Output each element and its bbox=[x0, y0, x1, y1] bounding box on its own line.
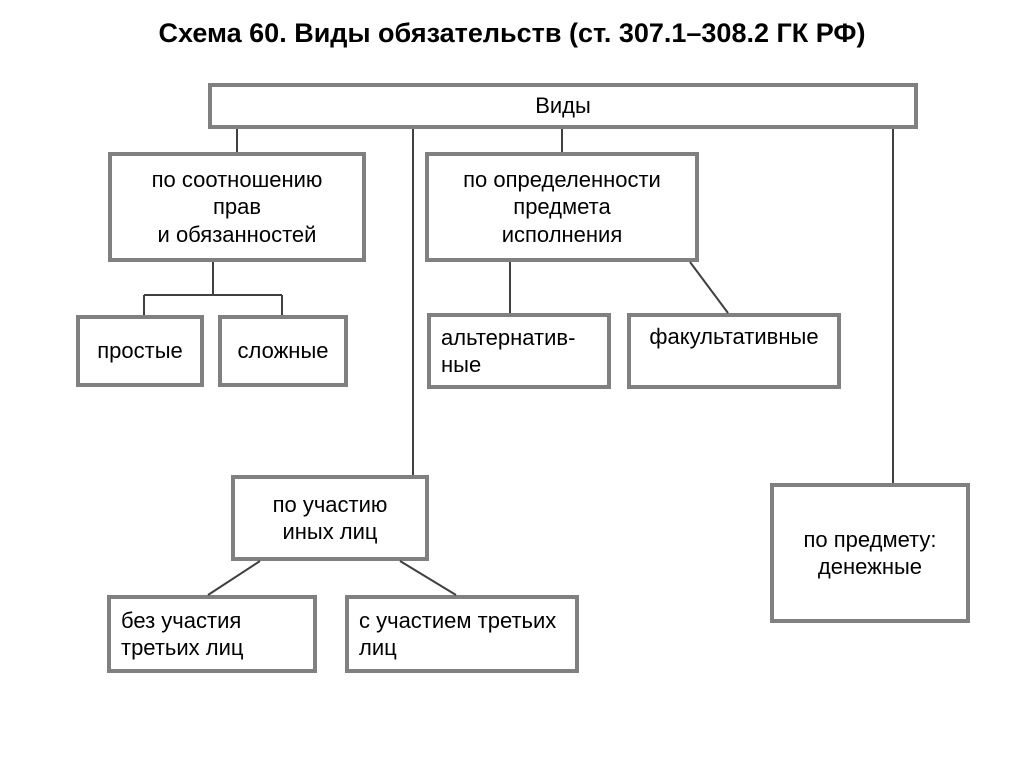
node-label: по определенностипредметаисполнения bbox=[463, 166, 661, 249]
diagram-canvas: Схема 60. Виды обязательств (ст. 307.1–3… bbox=[0, 0, 1024, 767]
node-with3: с участием третьихлиц bbox=[345, 595, 579, 673]
node-others: по участиюиных лиц bbox=[231, 475, 429, 561]
node-label: факультативные bbox=[649, 323, 818, 351]
node-complex: сложные bbox=[218, 315, 348, 387]
node-subject: по предмету:денежные bbox=[770, 483, 970, 623]
node-without3: без участиятретьих лиц bbox=[107, 595, 317, 673]
node-label: с участием третьихлиц bbox=[359, 607, 556, 662]
node-root: Виды bbox=[208, 83, 918, 129]
node-label: альтернатив-ные bbox=[441, 324, 575, 379]
node-label: по предмету:денежные bbox=[803, 526, 936, 581]
node-label: без участиятретьих лиц bbox=[121, 607, 243, 662]
node-alt: альтернатив-ные bbox=[427, 313, 611, 389]
node-label: сложные bbox=[238, 337, 329, 365]
node-label: по участиюиных лиц bbox=[273, 491, 388, 546]
node-facult: факультативные bbox=[627, 313, 841, 389]
node-label: Виды bbox=[535, 92, 591, 120]
node-ratio: по соотношениюправи обязанностей bbox=[108, 152, 366, 262]
diagram-title: Схема 60. Виды обязательств (ст. 307.1–3… bbox=[0, 18, 1024, 49]
node-label: по соотношениюправи обязанностей bbox=[152, 166, 323, 249]
node-simple: простые bbox=[76, 315, 204, 387]
node-label: простые bbox=[97, 337, 183, 365]
node-definite: по определенностипредметаисполнения bbox=[425, 152, 699, 262]
